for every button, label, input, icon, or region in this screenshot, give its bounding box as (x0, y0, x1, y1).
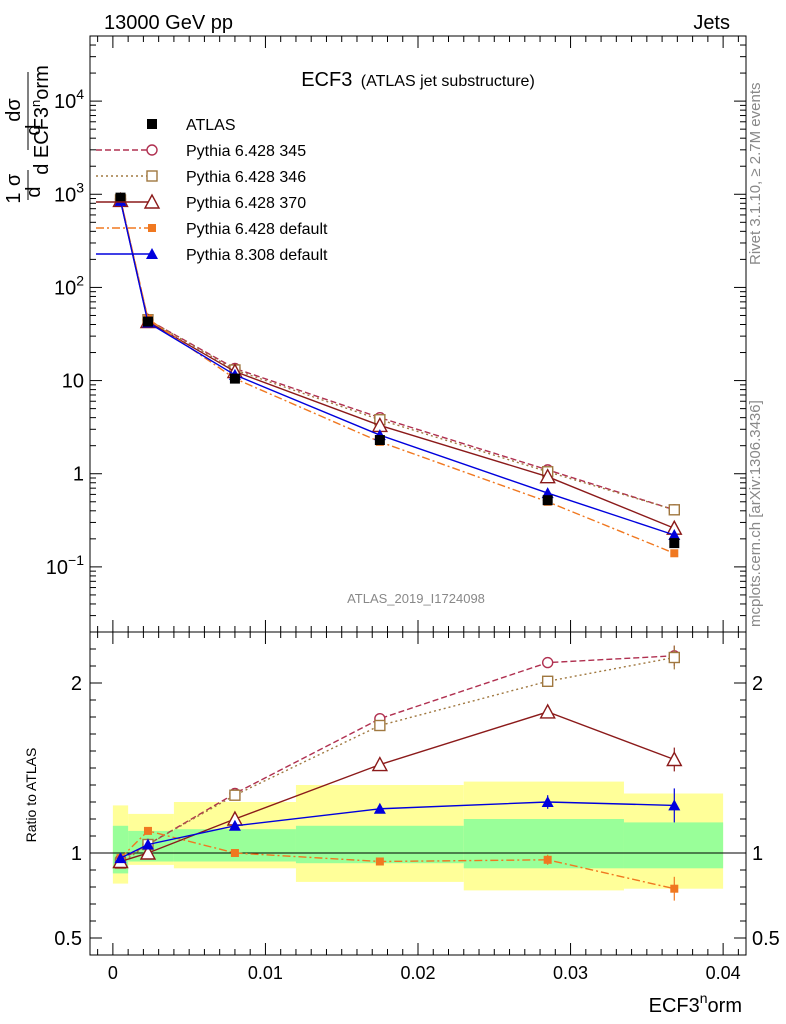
atlas-data-point (115, 192, 126, 203)
ratio-series-3-point (670, 884, 679, 893)
atlas-data-point (229, 373, 240, 384)
legend-label: Pythia 6.428 370 (186, 195, 306, 212)
ratio-y-tick-label-right: 1 (752, 843, 763, 865)
ratio-series-2-point (666, 751, 683, 767)
legend-label: Pythia 6.428 346 (186, 169, 306, 186)
ratio-x-tick-label: 0.03 (553, 963, 588, 983)
main-series-4-line (119, 200, 675, 536)
main-series-3-point (670, 549, 679, 558)
main-series-3-line (119, 198, 675, 554)
ratio-x-tick-label: 0.02 (400, 963, 435, 983)
ratio-series-4-point (541, 796, 554, 807)
main-y-axis-label: d 1 d σ dσ d ECF3norm (3, 65, 53, 203)
legend-label: Pythia 8.308 default (186, 247, 328, 264)
ratio-x-tick-label: 0 (108, 963, 118, 983)
main-y-tick-label: 10 (62, 371, 84, 393)
ratio-series-2-point (371, 756, 389, 772)
header-left: 13000 GeV pp (104, 12, 233, 34)
ratio-series-1-point (374, 719, 386, 732)
legend-label: Pythia 6.428 default (186, 221, 328, 238)
main-series-2-point (539, 468, 556, 484)
legend-marker (147, 119, 157, 129)
legend-marker (146, 144, 158, 156)
ratio-series-3-line (120, 830, 675, 890)
chart-title: ECF3 (ATLAS jet substructure) (301, 69, 535, 91)
main-y-tick-label: 1 (73, 464, 84, 486)
ratio-series-3-point (543, 855, 552, 864)
ylabel-denominator: d ECF3norm (28, 65, 53, 175)
main-y-tick-label: 104 (54, 86, 84, 113)
ratio-y-tick-label: 1 (71, 843, 82, 865)
ratio-series-4-point (228, 819, 241, 831)
main-series-1-point (668, 504, 680, 516)
ratio-series-1-point (541, 675, 554, 687)
legend-marker (146, 248, 158, 259)
legend-label: ATLAS (186, 117, 236, 134)
main-y-tick-label: 10−1 (46, 552, 84, 579)
ratio-y-axis-label: Ratio to ATLAS (23, 748, 39, 843)
ratio-series-4-point (373, 802, 386, 814)
atlas-data-point (374, 435, 385, 446)
ratio-y-tick-label-right: 0.5 (752, 928, 780, 950)
legend: ATLAS Pythia 6.428 345 Pythia 6.428 346 Pyt… (96, 117, 328, 264)
ratio-y-tick-label-right: 2 (752, 673, 763, 695)
ratio-x-tick-label: 0.04 (706, 963, 741, 983)
ylabel-sigma: σ (3, 173, 25, 186)
atlas-data-point (142, 316, 153, 327)
legend-marker (148, 224, 156, 232)
ratio-x-tick-label: 0.01 (248, 963, 283, 983)
ratio-panel: 0 0.01 0.02 0.03 0.04 0.5 0.5 1 1 2 2 (54, 631, 780, 983)
ratio-band-green (623, 822, 724, 869)
ratio-series-0-point (541, 656, 554, 669)
analysis-id: ATLAS_2019_I1724098 (347, 591, 485, 606)
ratio-band-green (295, 825, 464, 864)
ratio-series-1-point (668, 651, 680, 664)
main-y-tick-label: 103 (54, 179, 84, 206)
ratio-series-3-point (143, 826, 152, 835)
ratio-series-4-point (141, 838, 154, 850)
x-axis-label: ECF3norm (649, 990, 742, 1017)
ylabel-one-over-sigma: 1 (3, 192, 25, 203)
legend-marker (146, 170, 158, 182)
atlas-data-point (542, 495, 553, 506)
mcplots-label: mcplots.cern.ch [arXiv:1306.3436] (747, 400, 764, 627)
ratio-series-3-point (375, 857, 384, 866)
ratio-series-4-point (114, 852, 127, 864)
ylabel-d-over-d: d (23, 124, 45, 135)
main-series-4-point (668, 528, 681, 540)
ylabel-dsigma: dσ (3, 98, 25, 122)
legend-label: Pythia 6.428 345 (186, 143, 306, 160)
ratio-series-4-line (120, 801, 675, 859)
ylabel-d: d (23, 186, 45, 197)
ratio-y-tick-label: 0.5 (54, 928, 82, 950)
ratio-series-4-point (668, 799, 681, 811)
main-y-tick-label: 102 (54, 272, 84, 299)
ratio-series-2-point (539, 703, 556, 719)
atlas-data-point (669, 538, 680, 549)
main-panel: 10−1 1 10 102 103 104 (46, 35, 747, 633)
ratio-series-1-point (229, 789, 241, 801)
main-series-0-line (119, 199, 675, 511)
ratio-y-tick-label: 2 (71, 673, 82, 695)
legend-marker (143, 193, 161, 209)
ratio-series-3-point (230, 849, 239, 857)
header-right: Jets (693, 12, 730, 34)
ratio-series-2-point (139, 844, 157, 860)
rivet-label: Rivet 3.1.10, ≥ 2.7M events (747, 83, 764, 266)
